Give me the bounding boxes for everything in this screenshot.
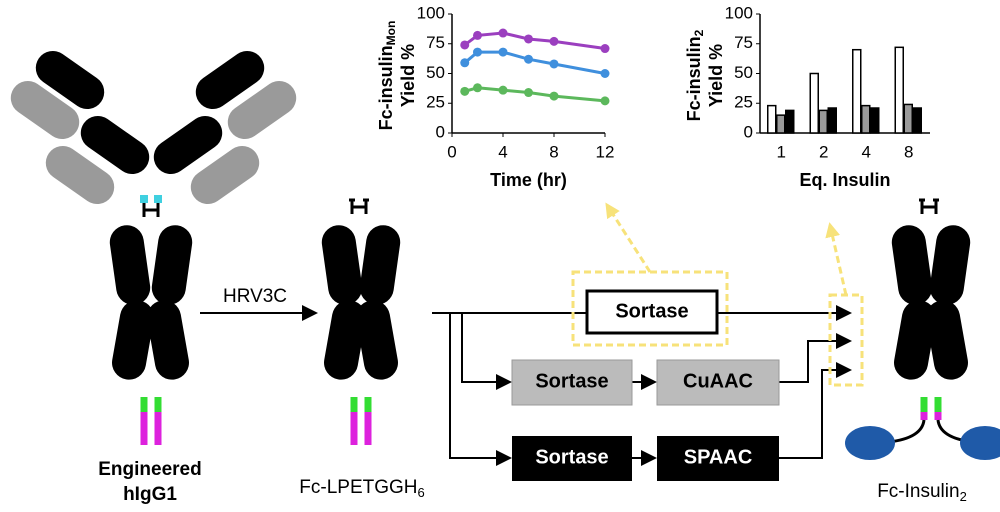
- antibody-fc-lpetggh: [321, 198, 401, 445]
- step-box: [512, 436, 632, 481]
- enzyme-label: HRV3C: [223, 286, 287, 307]
- bar: [912, 107, 922, 134]
- label-main: Fc-LPETGGH: [299, 477, 417, 498]
- x-tick-label: 4: [862, 142, 871, 161]
- x-tick-label: 8: [549, 142, 558, 161]
- x-tick-label: 12: [596, 142, 615, 161]
- line: [463, 50, 606, 75]
- y-axis-label: Fc-insulinMon: [376, 21, 398, 131]
- label-sub: 2: [960, 489, 967, 504]
- box-label: Sortase: [535, 446, 608, 468]
- x-tick-label: 2: [819, 142, 828, 161]
- point: [524, 34, 533, 44]
- label-sub: 2: [692, 29, 706, 36]
- box-label: Sortase: [535, 370, 608, 392]
- step-box: [511, 359, 633, 406]
- label-main: Fc-insulin: [376, 45, 396, 130]
- label-sub: Mon: [384, 21, 398, 46]
- box-label: SPAAC: [684, 446, 753, 468]
- y-tick-label: 0: [744, 122, 753, 141]
- y-tick-label: 25: [426, 93, 445, 112]
- middle-label: Fc-LPETGGH6: [299, 477, 424, 500]
- y-tick-label: 50: [734, 63, 753, 82]
- x-axis-label: Eq. Insulin: [799, 170, 890, 190]
- point: [460, 86, 470, 96]
- y-tick-label: 50: [426, 63, 445, 82]
- point: [473, 83, 482, 93]
- y-tick-label: 100: [725, 3, 753, 22]
- bar: [894, 46, 904, 134]
- label-sub: 6: [418, 485, 425, 500]
- bar: [809, 72, 819, 134]
- point: [549, 36, 559, 46]
- x-tick-label: 1: [777, 142, 786, 161]
- point: [600, 44, 610, 54]
- line: [463, 31, 606, 50]
- line: [464, 86, 606, 103]
- bar: [903, 103, 913, 134]
- label-main: Fc-insulin: [684, 36, 704, 121]
- bar: [870, 107, 880, 134]
- label-main: Fc-Insulin: [877, 481, 959, 502]
- point: [600, 69, 610, 78]
- x-tick-label: 8: [904, 142, 913, 161]
- x-tick-label: 4: [498, 142, 507, 161]
- step-box: [656, 359, 780, 406]
- left-label: Engineered: [98, 459, 201, 480]
- y-tick-label: 25: [734, 93, 753, 112]
- point: [524, 88, 533, 98]
- bar: [852, 48, 862, 134]
- point: [473, 47, 482, 57]
- point: [460, 40, 470, 50]
- point: [498, 47, 508, 57]
- antibody-igg1: [10, 50, 297, 445]
- x-tick-label: 0: [447, 142, 456, 161]
- bar: [767, 104, 777, 134]
- antibody-fc-insulin: [845, 198, 1000, 460]
- bar: [818, 109, 828, 134]
- y-tick-label: 100: [417, 3, 445, 22]
- y-axis-label: Fc-insulin2: [684, 29, 706, 121]
- y-axis-label: Yield %: [706, 44, 726, 107]
- point: [498, 85, 508, 95]
- point: [524, 54, 533, 64]
- point: [549, 59, 559, 69]
- step-box: [657, 436, 779, 481]
- bar: [785, 109, 795, 134]
- right-label: Fc-Insulin2: [877, 481, 967, 504]
- y-axis-label: Yield %: [398, 44, 418, 107]
- point: [473, 30, 482, 40]
- highlight: [571, 202, 864, 387]
- y-tick-label: 0: [436, 122, 445, 141]
- point: [498, 28, 508, 38]
- bar: [827, 107, 837, 134]
- point: [460, 58, 470, 68]
- y-tick-label: 75: [734, 33, 753, 52]
- left-label: hIgG1: [123, 484, 177, 505]
- bar: [861, 104, 871, 134]
- arrows: [200, 305, 852, 466]
- step-box: [585, 289, 719, 335]
- box-label: CuAAC: [683, 370, 753, 392]
- x-axis-label: Time (hr): [490, 170, 567, 190]
- bar: [776, 114, 786, 134]
- y-tick-label: 75: [426, 33, 445, 52]
- point: [600, 96, 610, 106]
- point: [549, 91, 559, 101]
- box-label: Sortase: [615, 300, 688, 322]
